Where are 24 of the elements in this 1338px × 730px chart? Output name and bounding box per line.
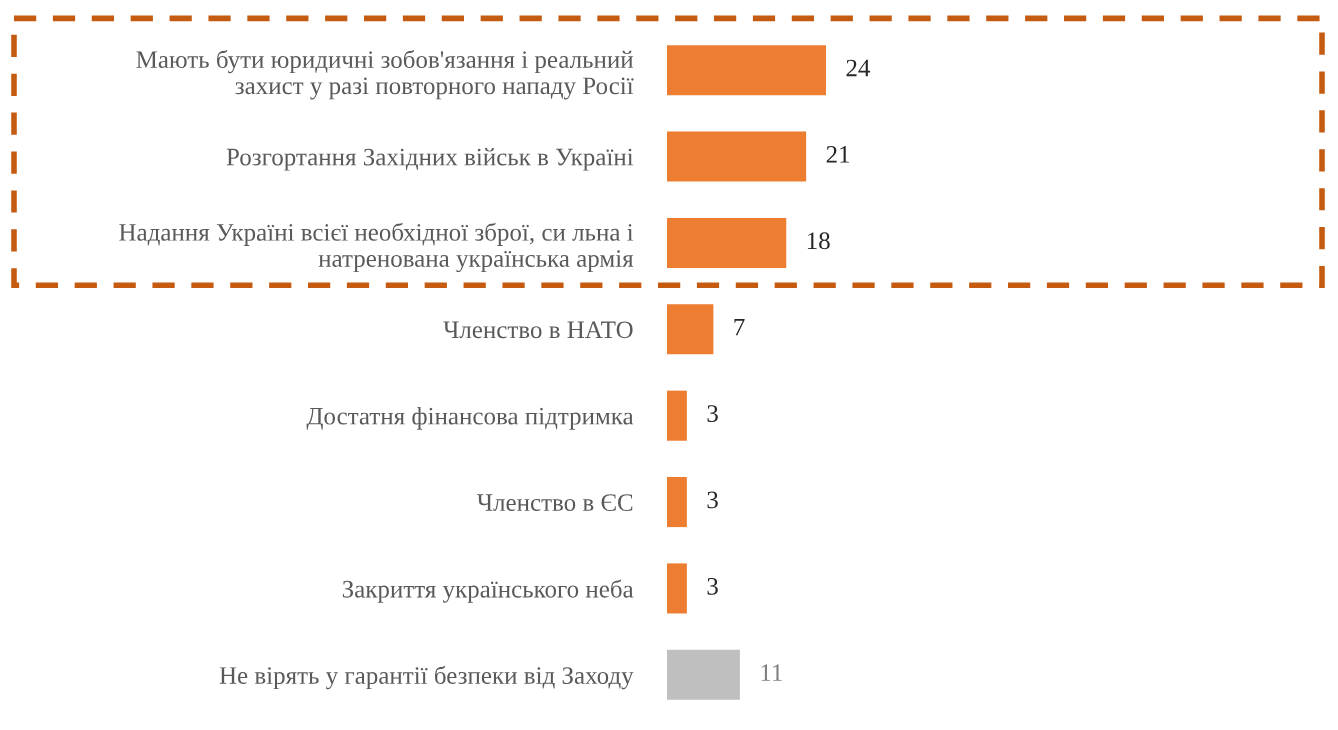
y-tick-label: Членство в НАТО xyxy=(443,321,633,339)
data-label: 24 xyxy=(846,59,871,77)
y-tick-label: Членство в ЄС xyxy=(477,494,633,511)
y-tick-label: Закриття українського неба xyxy=(342,579,634,603)
bar xyxy=(667,390,687,441)
y-tick-label: Не вірять у гарантії безпеки від Заходу xyxy=(219,665,634,690)
data-label: 3 xyxy=(707,405,718,422)
data-label: 18 xyxy=(807,232,830,250)
bar xyxy=(667,649,740,700)
y-tick-label: Розгортання Західних військ в Україні xyxy=(226,148,634,171)
bar xyxy=(667,45,826,96)
y-tick-label: Надання Україні всієї необхідної зброї, си льна і натренована українська армія xyxy=(119,222,634,273)
data-label: 7 xyxy=(734,318,745,336)
y-tick-label: Мають бути юридичні зобов'язання і реальний захист у разі повторного нападу Росії xyxy=(136,49,634,100)
bar xyxy=(667,131,807,182)
data-label: 3 xyxy=(707,491,718,509)
data-label: 11 xyxy=(761,664,782,681)
bar xyxy=(667,477,687,528)
bar xyxy=(667,217,787,268)
bar xyxy=(667,563,687,614)
bar xyxy=(667,304,714,355)
data-label: 21 xyxy=(826,146,850,163)
data-label: 3 xyxy=(707,577,718,595)
y-tick-label: Достатня фінансова підтримка xyxy=(306,407,634,430)
